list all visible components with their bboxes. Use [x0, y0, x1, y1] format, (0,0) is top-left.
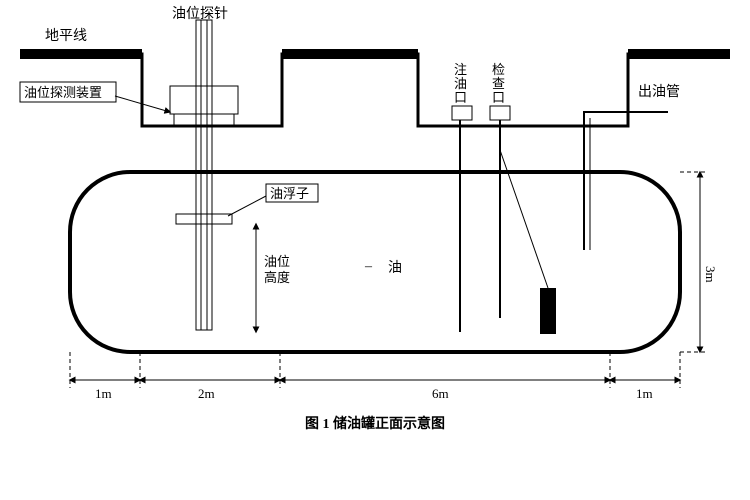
- label-outlet: 出油管: [638, 84, 680, 100]
- label-check-3: 口: [492, 90, 505, 105]
- label-fill-2: 油: [454, 76, 467, 91]
- label-level-1: 油位: [264, 254, 290, 269]
- label-float: 油浮子: [270, 186, 309, 201]
- label-oil: 油: [388, 260, 402, 276]
- label-fill-3: 口: [454, 90, 467, 105]
- label-oil-dash: –: [364, 259, 373, 274]
- svg-text:3m: 3m: [703, 266, 718, 283]
- oil-tank: [70, 172, 680, 352]
- svg-text:1m: 1m: [95, 386, 112, 401]
- label-check-1: 检: [492, 62, 505, 77]
- check-weight: [540, 288, 556, 334]
- right-pit: [418, 48, 628, 126]
- caption: 图 1 储油罐正面示意图: [305, 415, 445, 432]
- label-level-2: 高度: [264, 270, 290, 285]
- label-probe: 油位探针: [172, 6, 228, 22]
- svg-text:1m: 1m: [636, 386, 653, 401]
- label-detector: 油位探测装置: [24, 85, 102, 100]
- label-check-2: 查: [492, 76, 505, 91]
- svg-text:6m: 6m: [432, 386, 449, 401]
- svg-text:2m: 2m: [198, 386, 215, 401]
- label-ground: 地平线: [45, 28, 87, 44]
- label-fill-1: 注: [454, 62, 467, 77]
